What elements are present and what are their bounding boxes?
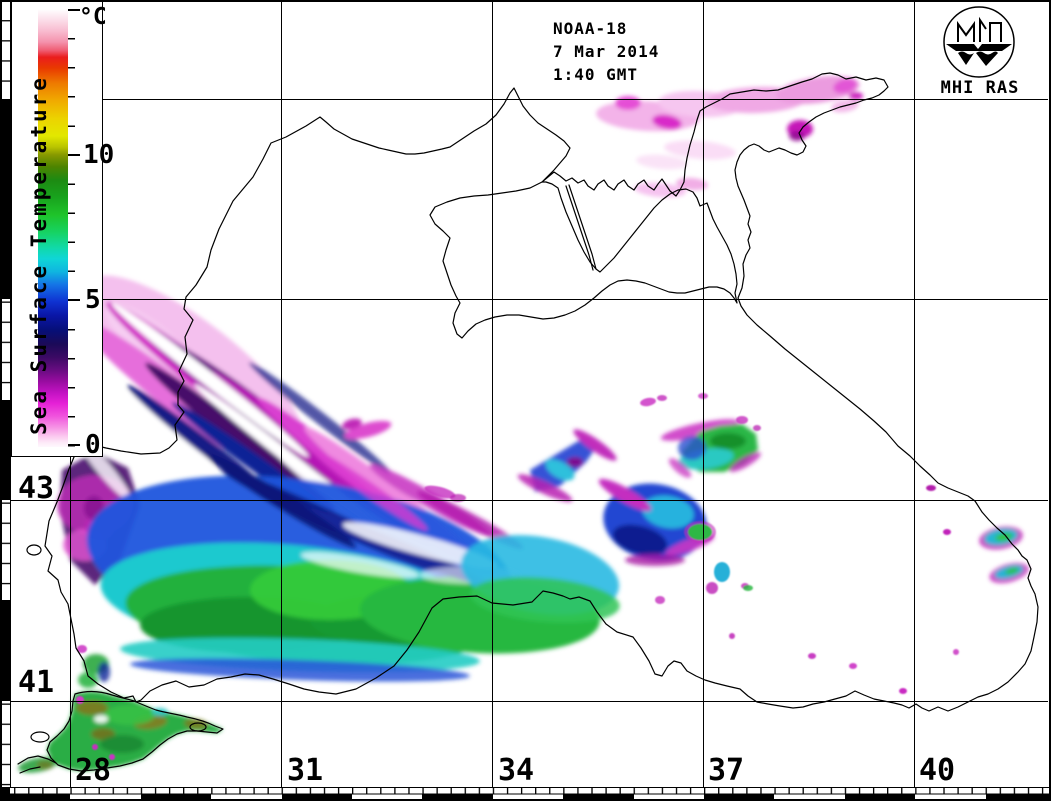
colorbar-gradient bbox=[38, 9, 68, 447]
acquisition-date: 7 Mar 2014 bbox=[553, 42, 660, 61]
lat-label-41: 41 bbox=[18, 665, 55, 700]
colorbar-minor-ticks bbox=[68, 9, 75, 447]
colorbar-tick-label-5: 5 bbox=[85, 285, 101, 315]
colorbar-major-tick bbox=[68, 154, 80, 156]
satellite-name: NOAA-18 bbox=[553, 19, 628, 38]
lat-label-43: 43 bbox=[18, 471, 55, 506]
coastline-layer bbox=[17, 72, 1039, 774]
colorbar-tick-label-0: 0 bbox=[85, 430, 101, 460]
colorbar-title: Sea Surface Temperature bbox=[27, 75, 51, 435]
lon-label-40: 40 bbox=[919, 753, 956, 788]
lon-label-28: 28 bbox=[75, 753, 112, 788]
sst-field-layer bbox=[18, 75, 1029, 773]
colorbar-unit-label: °C bbox=[79, 4, 107, 30]
colorbar-tick-label-10: 10 bbox=[83, 140, 115, 170]
mhi-ras-emblem-icon bbox=[943, 6, 1015, 78]
mhi-ras-logo: MHI RAS bbox=[936, 2, 1024, 102]
lon-label-34: 34 bbox=[498, 753, 535, 788]
colorbar: 10 5 0 °C Sea Surface Temperature bbox=[11, 1, 114, 460]
colorbar-major-tick bbox=[68, 299, 80, 301]
acquisition-info: NOAA-18 7 Mar 2014 1:40 GMT bbox=[553, 17, 659, 86]
colorbar-major-tick bbox=[68, 444, 80, 446]
acquisition-time: 1:40 GMT bbox=[553, 65, 639, 84]
logo-text: MHI RAS bbox=[940, 78, 1020, 98]
colorbar-major-tick bbox=[68, 9, 80, 11]
sst-speck-layer bbox=[76, 393, 959, 760]
lon-label-37: 37 bbox=[708, 753, 745, 788]
lon-label-31: 31 bbox=[287, 753, 324, 788]
